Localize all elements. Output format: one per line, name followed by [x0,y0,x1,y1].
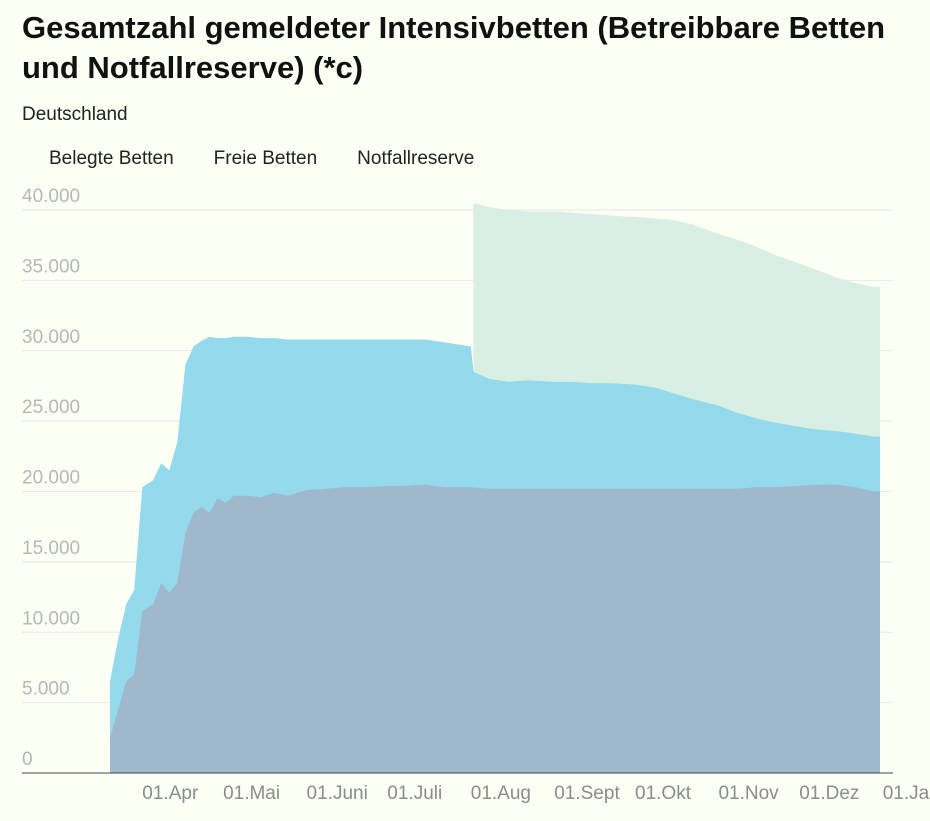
x-tick-label: 01.Dez [799,783,859,804]
x-tick-label: 01.Okt [635,783,692,804]
x-tick-label: 01.Mai [223,783,280,804]
legend-label: Freie Betten [213,148,318,169]
y-tick-label: 10.000 [22,608,80,629]
x-tick-label: 01.Aug [471,783,531,804]
area-notfallreserve[interactable] [473,203,881,437]
y-tick-label: 40.000 [22,186,80,207]
area-belegte-betten[interactable] [110,484,880,774]
y-tick-label: 30.000 [22,327,80,348]
legend-item-freie-betten[interactable]: Freie Betten [214,146,318,172]
x-tick-label: 01.Apr [142,783,199,804]
legend: Belegte Betten Freie Betten Notfallreser… [22,146,514,172]
x-tick-label: 01.Jan [883,783,930,804]
chart-subtitle: Deutschland [22,104,128,125]
y-tick-label: 15.000 [22,538,80,559]
legend-item-belegte-betten[interactable]: Belegte Betten [22,146,174,172]
legend-label: Belegte Betten [49,148,174,169]
legend-label: Notfallreserve [357,148,475,169]
chart-title: Gesamtzahl gemeldeter Intensivbetten (Be… [22,10,886,85]
x-tick-label: 01.Sept [554,783,620,804]
x-tick-label: 01.Nov [718,783,779,804]
x-tick-label: 01.Juli [387,783,442,804]
legend-item-notfallreserve[interactable]: Notfallreserve [357,146,474,172]
y-tick-label: 25.000 [22,397,80,418]
y-tick-label: 35.000 [22,256,80,277]
y-tick-label: 20.000 [22,468,80,489]
series-areas [110,203,880,773]
axes: 0 5.000 10.000 15.000 20.000 25.000 30.000 35.0… [22,186,930,804]
x-tick-label: 01.Juni [307,783,368,804]
y-tick-label: 5.000 [22,679,70,700]
y-tick-label: 0 [22,749,33,770]
